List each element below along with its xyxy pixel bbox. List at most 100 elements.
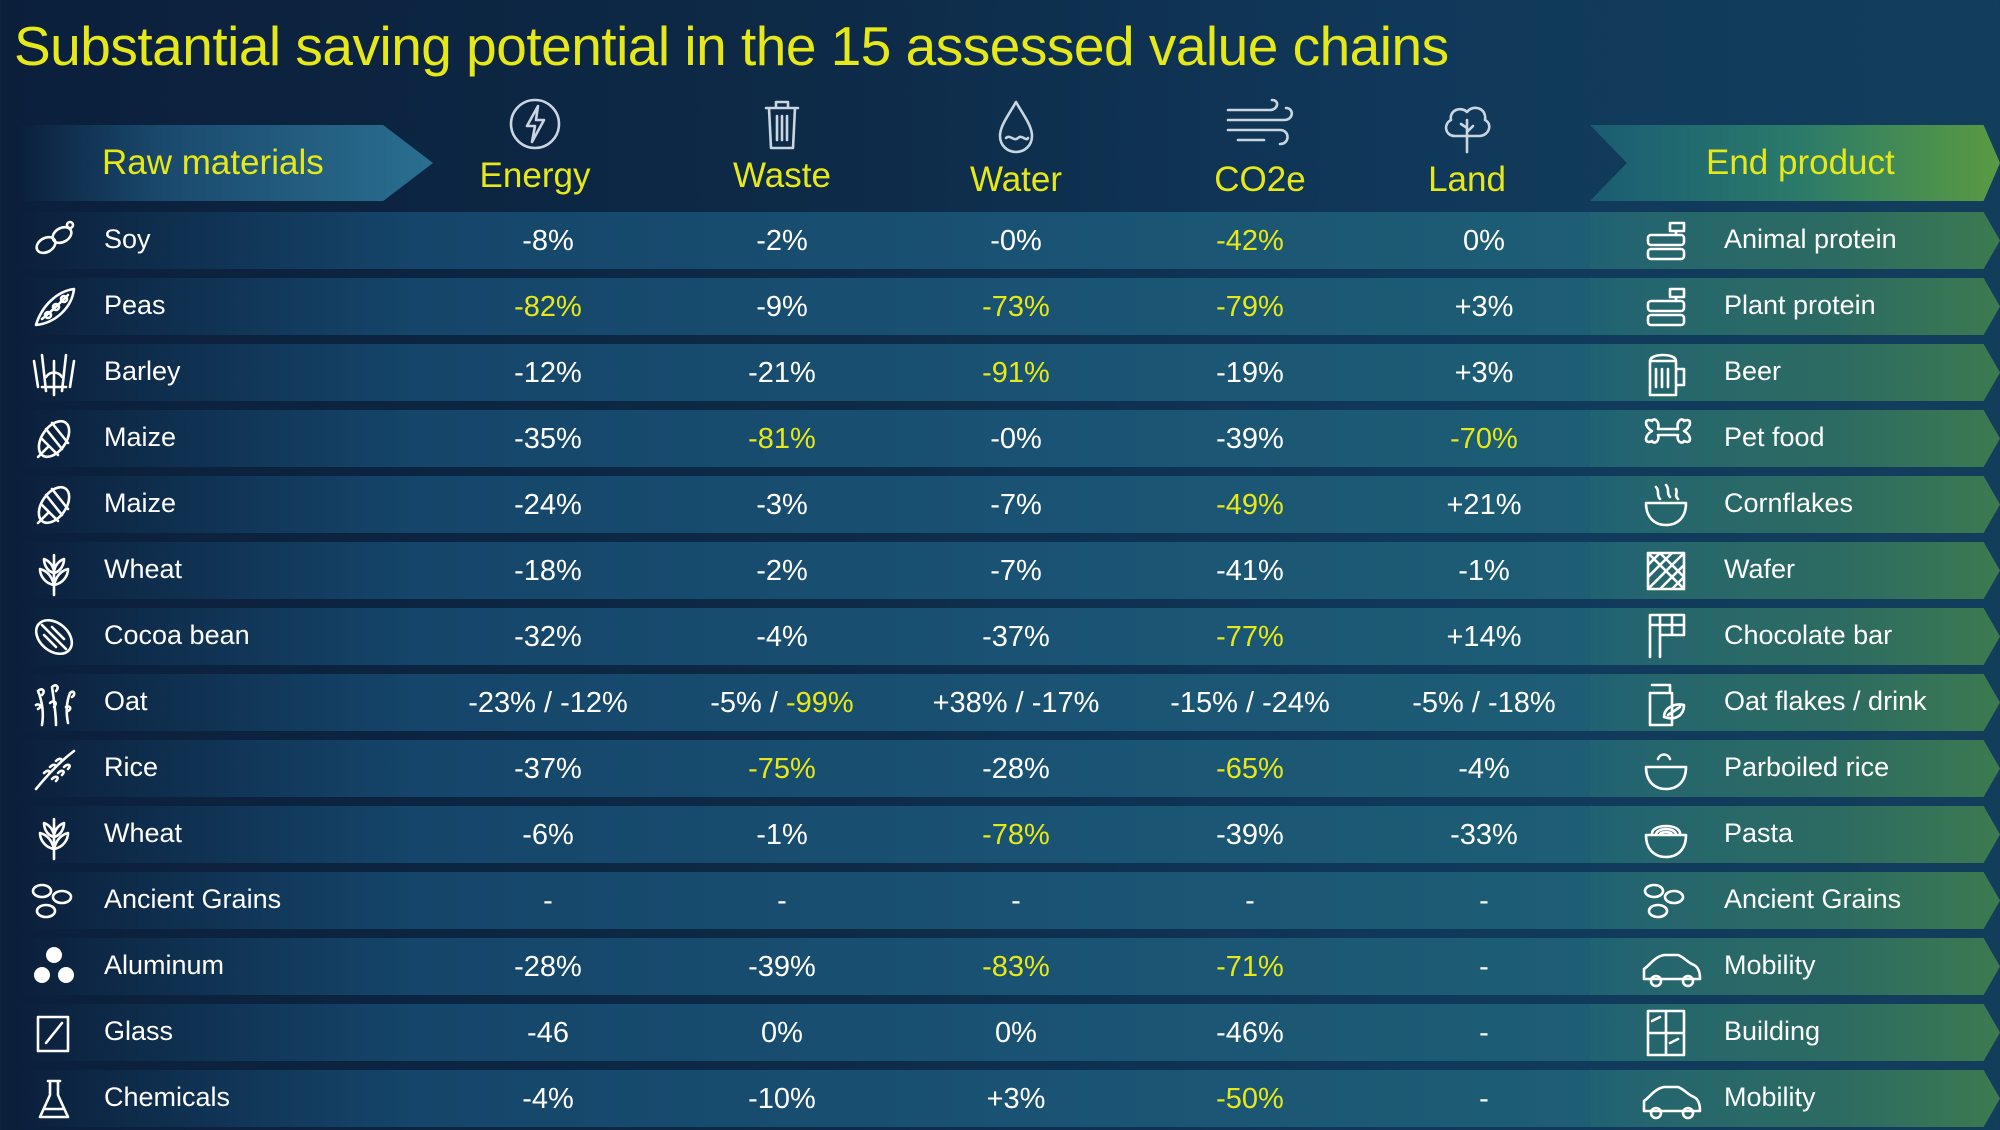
wheat-icon [28,545,80,597]
cell-energy: -46 [428,1017,668,1050]
cell-value: -39% [1216,819,1284,851]
cell-energy: -82% [428,291,668,324]
cell-value: -39% [1216,423,1284,455]
cell-value: -9% [756,291,808,323]
cell-waste: -5% / -99% [662,687,902,720]
cell-water: -37% [896,621,1136,654]
cell-water: -83% [896,951,1136,984]
cell-value: -28% [982,753,1050,785]
cell-energy: -4% [428,1083,668,1116]
chemicals-icon [28,1073,80,1125]
end-product-name: Plant protein [1724,290,1876,320]
end-product-name: Cornflakes [1724,488,1854,518]
cell-co2e: -50% [1130,1083,1370,1116]
cell-energy: -6% [428,819,668,852]
cell-waste: -10% [662,1083,902,1116]
column-land: Land [1377,96,1557,200]
cell-co2e: -79% [1130,291,1370,324]
raw-material-name: Rice [104,752,159,782]
glass-icon [28,1007,80,1059]
cell-land: -5% / -18% [1364,687,1604,720]
end-product-name: Animal protein [1724,224,1897,254]
cell-waste: -4% [662,621,902,654]
cell-energy: -18% [428,555,668,588]
mobility-icon [1640,1073,1702,1125]
cell-value: - [1479,1017,1489,1049]
cell-co2e: -71% [1130,951,1370,984]
cell-value: - [1011,885,1021,917]
cell-value: +3% [1454,291,1514,323]
end-product-name: Mobility [1724,1082,1816,1112]
cell-co2e: - [1130,885,1370,918]
plant-protein-icon [1640,281,1696,333]
cell-water: -0% [896,225,1136,258]
wheat-icon [28,809,80,861]
cell-value: +21% [1446,489,1522,521]
column-energy: Energy [445,96,625,196]
ancient-grains-icon [28,875,80,927]
raw-material-name: Glass [104,1016,174,1046]
column-water-label: Water [969,160,1063,199]
cell-land: +3% [1364,357,1604,390]
cell-value: -18% [514,555,582,587]
end-product-name: Mobility [1724,950,1816,980]
cell-co2e: -19% [1130,357,1370,390]
raw-material-name: Peas [104,290,166,320]
cell-energy: -23% / -12% [428,687,668,720]
cell-waste: 0% [662,1017,902,1050]
cell-value: -81% [748,423,816,455]
cell-waste: - [662,885,902,918]
cell-value: - [777,885,787,917]
cell-value: -4% [522,1083,574,1115]
raw-material-name: Barley [104,356,181,386]
cell-value: -7% [990,489,1042,521]
end-product-name: Building [1724,1016,1821,1046]
cell-value: -24% [514,489,582,521]
cell-value: -10% [748,1083,816,1115]
soy-icon [28,215,80,267]
cell-water: +3% [896,1083,1136,1116]
cell-water: -28% [896,753,1136,786]
cell-value: -6% [522,819,574,851]
end-product-arrow-segment [1590,608,2000,665]
cell-co2e: -42% [1130,225,1370,258]
end-product-header: End product [1706,143,1895,182]
cell-water: -78% [896,819,1136,852]
end-product-arrow-segment [1590,344,2000,401]
barley-icon [28,347,80,399]
cell-value: -2% [756,225,808,257]
cell-value: -12% [514,357,582,389]
end-product-name: Pet food [1724,422,1825,452]
cell-co2e: -49% [1130,489,1370,522]
oat-icon [28,677,80,729]
cell-value: +3% [1454,357,1514,389]
cell-co2e: -65% [1130,753,1370,786]
cell-waste: -1% [662,819,902,852]
end-product-arrow-segment [1590,674,2000,731]
cell-waste: -2% [662,225,902,258]
end-product-name: Pasta [1724,818,1794,848]
end-product-arrow [1590,125,2000,201]
cell-water: -73% [896,291,1136,324]
column-water: Water [926,96,1106,200]
cell-land: +21% [1364,489,1604,522]
end-product-name: Wafer [1724,554,1796,584]
peas-icon [28,281,80,333]
cell-waste: -21% [662,357,902,390]
raw-material-name: Oat [104,686,148,716]
cell-value: -4% [756,621,808,653]
raw-material-name: Ancient Grains [104,884,282,914]
cell-value: - [1245,885,1255,917]
end-product-name: Ancient Grains [1724,884,1902,914]
cell-value: -0% [990,225,1042,257]
raw-material-name: Soy [104,224,151,254]
aluminum-icon [28,941,80,993]
cell-value: 0% [761,1017,803,1049]
cell-value: -91% [982,357,1050,389]
trash-icon [764,100,800,150]
cell-value: +14% [1446,621,1522,653]
column-co2e-label: CO2e [1214,160,1306,199]
cell-value: -49% [1216,489,1284,521]
cell-value: -77% [1216,621,1284,653]
cell-value: -5% / -18% [1412,687,1556,719]
